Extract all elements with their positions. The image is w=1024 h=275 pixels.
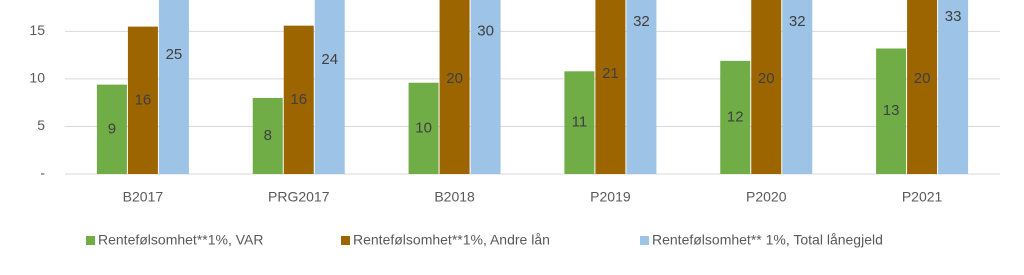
data-label: 24 xyxy=(321,51,338,68)
data-label: 16 xyxy=(290,91,307,108)
data-label: 25 xyxy=(166,46,183,63)
data-label: 32 xyxy=(789,13,806,30)
bar xyxy=(782,0,813,174)
legend-label: Rentefølsomhet** 1%, Total lånegjeld xyxy=(652,232,883,248)
legend-swatch xyxy=(86,236,95,245)
bar xyxy=(564,71,595,174)
bar xyxy=(720,60,751,174)
bar xyxy=(876,48,907,174)
data-label: 16 xyxy=(135,91,152,108)
legend-swatch xyxy=(341,236,350,245)
x-tick-label: B2017 xyxy=(123,189,164,205)
bar xyxy=(595,0,626,175)
y-tick-label: - xyxy=(40,165,45,181)
bar xyxy=(283,25,314,174)
y-tick-label: 15 xyxy=(29,22,45,38)
data-label: 13 xyxy=(883,102,900,119)
legend-label: Rentefølsomhet**1%, Andre lån xyxy=(353,232,550,248)
data-label: 33 xyxy=(945,8,962,25)
legend-swatch xyxy=(640,236,649,245)
bar xyxy=(751,0,782,175)
data-label: 9 xyxy=(108,120,116,137)
bar xyxy=(127,26,158,174)
data-label: 32 xyxy=(633,13,650,30)
bar xyxy=(96,84,127,174)
bar xyxy=(626,0,657,174)
data-label: 10 xyxy=(415,119,432,136)
bar xyxy=(439,0,470,175)
bar xyxy=(158,0,189,175)
x-tick-label: P2019 xyxy=(590,189,631,205)
x-tick-label: B2018 xyxy=(434,189,475,205)
data-label: 20 xyxy=(758,70,775,87)
data-label: 8 xyxy=(264,127,272,144)
y-tick-label: 10 xyxy=(29,70,45,86)
legend-label: Rentefølsomhet**1%, VAR xyxy=(98,232,263,248)
data-label: 12 xyxy=(727,108,744,125)
data-label: 30 xyxy=(477,22,494,39)
y-tick-label: 5 xyxy=(37,117,45,133)
bar xyxy=(938,0,969,174)
data-label: 21 xyxy=(602,65,619,82)
bar xyxy=(470,0,501,175)
bar xyxy=(408,82,439,174)
bar xyxy=(252,97,283,174)
data-label: 20 xyxy=(914,70,931,87)
bar xyxy=(907,0,938,175)
data-label: 11 xyxy=(572,114,588,131)
x-tick-label: PRG2017 xyxy=(268,189,330,205)
bar xyxy=(314,0,345,174)
x-tick-label: P2021 xyxy=(902,189,943,205)
data-label: 20 xyxy=(446,70,463,87)
x-tick-label: P2020 xyxy=(746,189,787,205)
